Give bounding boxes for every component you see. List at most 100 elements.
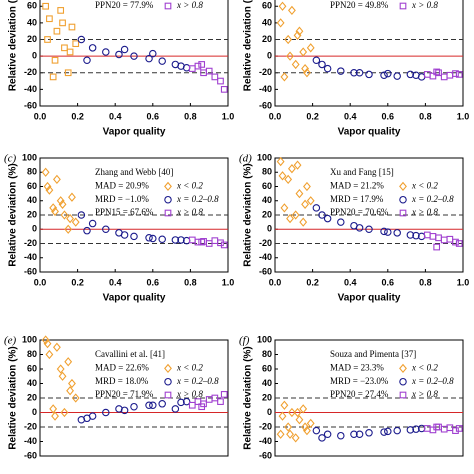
data-point	[291, 433, 300, 443]
y-tick-label: 0	[267, 407, 272, 417]
data-point	[41, 167, 50, 177]
data-point	[293, 160, 302, 170]
data-point	[406, 231, 415, 239]
x-tick-label: 0.2	[71, 277, 84, 287]
y-tick-label: -60	[24, 100, 37, 110]
x-tick-label: 1.0	[222, 111, 235, 121]
data-point	[58, 371, 67, 381]
data-point	[293, 407, 302, 418]
data-point	[318, 434, 326, 442]
y-tick-label: 40	[262, 195, 272, 205]
annotation: PPN20 = 70.6%	[330, 207, 389, 217]
data-point	[446, 71, 454, 79]
legend-label: x > 0.8	[176, 0, 203, 10]
data-point	[194, 62, 202, 70]
data-point	[188, 65, 196, 72]
annotation: MRD = 17.9%	[330, 194, 384, 204]
data-point	[71, 217, 80, 227]
y-tick-label: 80	[262, 167, 272, 177]
data-point	[83, 226, 91, 235]
data-point	[211, 237, 219, 245]
annotation: PPN15 = 67.6%	[95, 207, 154, 217]
x-axis-label: Vapor quality	[103, 127, 166, 138]
data-point	[337, 218, 345, 226]
data-point	[355, 224, 364, 232]
data-point	[158, 400, 166, 408]
y-tick-label: -20	[24, 238, 37, 248]
data-point	[43, 338, 52, 349]
legend-marker	[399, 181, 407, 192]
y-tick-label: 0	[32, 407, 37, 417]
legend-marker	[164, 195, 172, 204]
data-point	[337, 431, 345, 440]
panel-label: (f)	[239, 335, 250, 347]
y-tick-label: -60	[24, 266, 37, 276]
data-point	[64, 69, 72, 77]
data-point	[440, 73, 448, 81]
y-tick-label: -60	[259, 450, 272, 460]
x-axis-label: Vapor quality	[338, 293, 401, 304]
data-point	[435, 69, 442, 77]
y-tick-label: -20	[24, 67, 37, 77]
data-point	[293, 30, 302, 40]
data-point	[177, 236, 185, 244]
data-point	[393, 426, 401, 435]
y-tick-label: -40	[24, 84, 37, 94]
legend-label: x = 0.2–0.8	[411, 376, 454, 386]
x-tick-label: 0.8	[419, 111, 432, 121]
x-tick-label: 0.2	[71, 111, 84, 121]
chart-title: Cavallini et al. [41]	[95, 349, 165, 359]
data-point	[303, 425, 311, 436]
annotation: MAD = 20.9%	[95, 180, 149, 190]
data-point	[198, 61, 206, 68]
y-axis-label: Relative deviation (%)	[8, 163, 19, 266]
data-point	[299, 404, 308, 414]
annotation: MAD = 21.2%	[330, 180, 384, 190]
data-point	[312, 56, 321, 65]
data-point	[66, 48, 74, 56]
panel-label: (c)	[4, 153, 17, 165]
x-tick-label: 0.4	[109, 111, 122, 121]
y-tick-label: 0	[32, 224, 37, 234]
data-point	[53, 342, 61, 352]
data-point	[318, 211, 326, 219]
data-point	[58, 199, 67, 209]
data-point	[299, 217, 308, 227]
legend-marker	[164, 377, 172, 386]
y-tick-label: -40	[24, 436, 37, 446]
data-point	[295, 415, 304, 425]
annotation: MRD = −23.0%	[330, 376, 389, 386]
y-tick-label: 100	[257, 152, 272, 162]
x-tick-label: 0.6	[147, 111, 160, 121]
data-point	[284, 34, 293, 45]
data-point	[384, 228, 392, 236]
data-point	[306, 418, 315, 429]
data-point	[291, 59, 300, 70]
legend-marker	[164, 2, 172, 10]
y-tick-label: 20	[262, 209, 272, 219]
data-point	[276, 429, 285, 439]
data-point	[149, 234, 157, 243]
y-tick-label: 40	[27, 195, 37, 205]
y-tick-label: 20	[262, 34, 272, 44]
data-point	[312, 204, 321, 212]
data-point	[337, 67, 345, 75]
data-point	[288, 5, 296, 16]
data-point	[220, 391, 228, 398]
data-point	[68, 192, 76, 202]
data-point	[46, 15, 53, 23]
x-tick-label: 1.0	[457, 277, 470, 287]
data-point	[446, 235, 454, 243]
data-point	[433, 68, 441, 76]
data-point	[384, 69, 392, 78]
y-tick-label: 40	[262, 378, 272, 388]
data-point	[130, 232, 138, 241]
annotation: PPN20 = 49.8%	[330, 0, 389, 10]
legend-label: x > 0.8	[176, 207, 203, 217]
data-point	[429, 72, 437, 80]
chart-title: Xu and Fang [15]	[330, 167, 394, 177]
data-point	[303, 181, 311, 192]
data-point	[393, 72, 401, 80]
y-axis-label: Relative deviation (%)	[243, 163, 254, 266]
